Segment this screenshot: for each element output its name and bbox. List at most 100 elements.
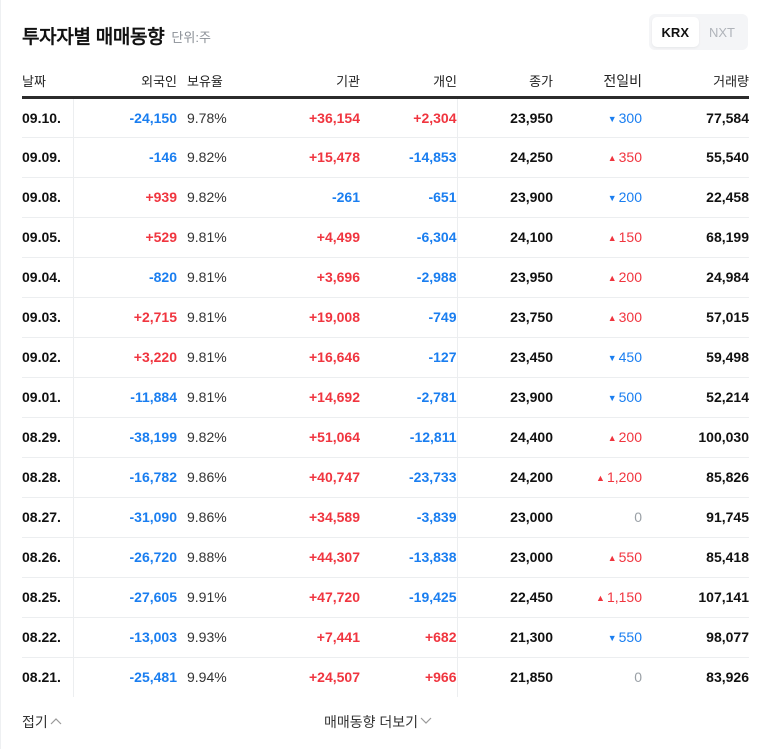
cell-date: 08.22. bbox=[22, 617, 74, 658]
cell-institution: +40,747 bbox=[255, 457, 360, 498]
cell-institution: +19,008 bbox=[255, 297, 360, 338]
change-value: 200 bbox=[618, 189, 642, 205]
cell-volume: 83,926 bbox=[706, 669, 749, 686]
triangle-down-icon: ▼ bbox=[607, 353, 617, 363]
change-value: 500 bbox=[618, 389, 642, 405]
table-row: 09.04. -820 9.81% +3,696 -2,988 23,950 ▲ 200 24,… bbox=[22, 257, 749, 298]
cell-close: 23,900 bbox=[457, 177, 553, 218]
cell-individual: -2,988 bbox=[360, 257, 458, 298]
cell-foreign: +2,715 bbox=[73, 297, 177, 338]
cell-date: 08.27. bbox=[22, 497, 74, 538]
cell-holding: 9.82% bbox=[177, 137, 255, 178]
triangle-up-icon: ▲ bbox=[596, 473, 605, 483]
cell-individual: +2,304 bbox=[360, 97, 458, 138]
cell-individual: -23,733 bbox=[360, 457, 458, 498]
cell-close: 23,000 bbox=[457, 497, 553, 538]
cell-holding: 9.94% bbox=[187, 669, 227, 686]
cell-change: ▲ 200 bbox=[553, 417, 642, 458]
cell-institution: +44,307 bbox=[255, 537, 360, 578]
cell-change: ▲ 350 bbox=[553, 137, 642, 178]
table-row: 08.28. -16,782 9.86% +40,747 -23,733 24,200 ▲ 1… bbox=[22, 457, 749, 498]
col-header-close: 종가 bbox=[457, 66, 553, 99]
cell-change: ▲ 300 bbox=[553, 297, 642, 338]
change-value: 350 bbox=[618, 149, 642, 165]
cell-institution: +24,507 bbox=[309, 669, 360, 686]
cell-foreign: +3,220 bbox=[73, 337, 177, 378]
cell-volume: 91,745 bbox=[642, 497, 749, 538]
cell-institution: +4,499 bbox=[255, 217, 360, 258]
col-header-change: 전일비 bbox=[553, 66, 642, 99]
cell-date: 08.28. bbox=[22, 457, 74, 498]
col-header-date: 날짜 bbox=[22, 66, 73, 99]
section-title: 투자자별 매매동향 bbox=[22, 26, 165, 48]
change-value: 150 bbox=[618, 229, 642, 245]
cell-individual: -749 bbox=[360, 297, 458, 338]
change-value: 450 bbox=[618, 349, 642, 365]
triangle-up-icon: ▲ bbox=[607, 313, 617, 323]
table-row: 08.21. -25,481 9.94% +24,507 +966 21,850 0 83,9… bbox=[22, 657, 749, 697]
cell-holding: 9.81% bbox=[177, 217, 255, 258]
cell-date: 09.01. bbox=[22, 377, 74, 418]
cell-foreign: +529 bbox=[73, 217, 177, 258]
triangle-up-icon: ▲ bbox=[607, 233, 617, 243]
market-toggle-krx[interactable]: KRX bbox=[651, 17, 699, 47]
table-row: 09.05. +529 9.81% +4,499 -6,304 24,100 ▲ 150 68,… bbox=[22, 217, 749, 258]
cell-change: ▲ 1,150 bbox=[553, 577, 642, 618]
cell-volume: 22,458 bbox=[642, 177, 749, 218]
fold-button[interactable]: 접기 bbox=[22, 712, 62, 732]
cell-date: 09.08. bbox=[22, 177, 74, 218]
change-value: 1,200 bbox=[606, 469, 642, 485]
cell-holding: 9.93% bbox=[177, 617, 255, 658]
unit-label: 단위:주 bbox=[171, 29, 211, 45]
change-value: 300 bbox=[618, 109, 642, 126]
cell-date: 08.29. bbox=[22, 417, 74, 458]
cell-foreign: -13,003 bbox=[73, 617, 177, 658]
chevron-up-icon bbox=[50, 716, 62, 728]
col-header-volume: 거래량 bbox=[642, 66, 749, 99]
table-row: 08.22. -13,003 9.93% +7,441 +682 21,300 ▼ 550 98… bbox=[22, 617, 749, 658]
cell-close: 24,100 bbox=[457, 217, 553, 258]
cell-foreign: +939 bbox=[73, 177, 177, 218]
triangle-down-icon: ▼ bbox=[607, 633, 617, 643]
cell-date: 09.02. bbox=[22, 337, 74, 378]
cell-institution: +16,646 bbox=[255, 337, 360, 378]
cell-individual: -13,838 bbox=[360, 537, 458, 578]
cell-date: 09.04. bbox=[22, 257, 74, 298]
cell-institution: +36,154 bbox=[255, 97, 360, 138]
cell-close: 23,950 bbox=[457, 97, 553, 138]
cell-institution: +47,720 bbox=[255, 577, 360, 618]
more-trading-button[interactable]: 매매동향 더보기 bbox=[324, 712, 432, 732]
table-footer: 접기 매매동향 더보기 bbox=[22, 712, 749, 732]
cell-close: 23,950 bbox=[457, 257, 553, 298]
table-row: 09.03. +2,715 9.81% +19,008 -749 23,750 ▲ 300 57… bbox=[22, 297, 749, 338]
cell-individual: -6,304 bbox=[360, 217, 458, 258]
table-row: 09.09. -146 9.82% +15,478 -14,853 24,250 ▲ 350 5… bbox=[22, 137, 749, 178]
market-toggle-nxt[interactable]: NXT bbox=[709, 24, 735, 40]
cell-change: ▲ 200 bbox=[553, 257, 642, 298]
table-row: 09.08. +939 9.82% -261 -651 23,900 ▼ 200 22,458 bbox=[22, 177, 749, 218]
col-header-foreign: 외국인 bbox=[73, 66, 177, 99]
more-trading-label: 매매동향 더보기 bbox=[324, 714, 419, 730]
cell-volume: 59,498 bbox=[642, 337, 749, 378]
cell-change: 0 bbox=[553, 657, 642, 697]
table-body: 09.10. -24,150 9.78% +36,154 +2,304 23,950 ▼ 30… bbox=[22, 97, 749, 697]
cell-change: ▼ 550 bbox=[553, 617, 642, 658]
cell-foreign: -27,605 bbox=[73, 577, 177, 618]
cell-change: ▼ 200 bbox=[553, 177, 642, 218]
cell-holding: 9.82% bbox=[177, 177, 255, 218]
cell-individual: +682 bbox=[360, 617, 458, 658]
table-header-row: 날짜 외국인 보유율 기관 개인 종가 전일비 거래량 bbox=[22, 66, 749, 99]
cell-foreign: -25,481 bbox=[129, 669, 177, 686]
cell-foreign: -16,782 bbox=[73, 457, 177, 498]
cell-date: 09.05. bbox=[22, 217, 74, 258]
table-row: 09.01. -11,884 9.81% +14,692 -2,781 23,900 ▼ 50… bbox=[22, 377, 749, 418]
cell-date: 08.25. bbox=[22, 577, 74, 618]
cell-individual: -19,425 bbox=[360, 577, 458, 618]
cell-date: 09.03. bbox=[22, 297, 74, 338]
cell-holding: 9.81% bbox=[177, 377, 255, 418]
cell-holding: 9.78% bbox=[177, 97, 255, 138]
investor-trading-table: 날짜 외국인 보유율 기관 개인 종가 전일비 거래량 09.10. -24,15… bbox=[22, 66, 749, 697]
cell-date: 09.09. bbox=[22, 137, 74, 178]
triangle-down-icon: ▼ bbox=[607, 393, 617, 403]
cell-volume: 98,077 bbox=[642, 617, 749, 658]
